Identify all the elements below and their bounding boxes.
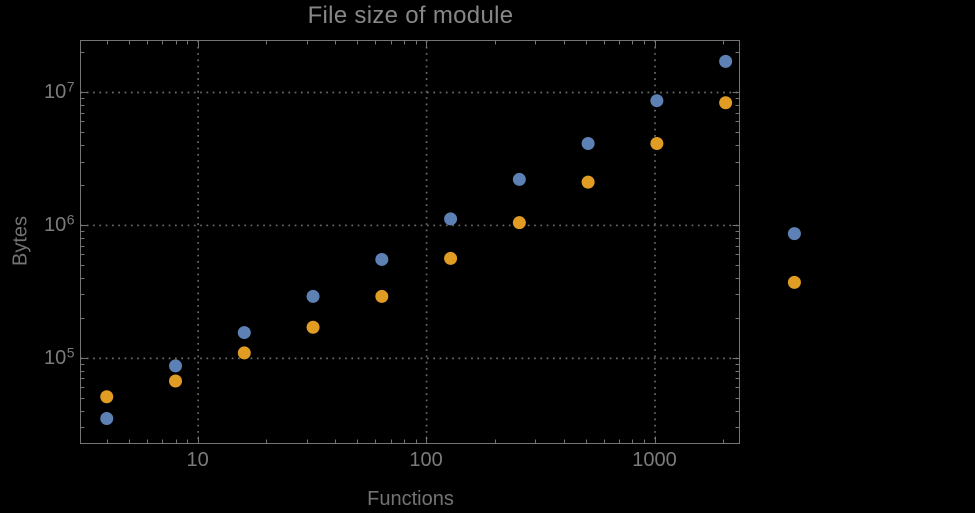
plot-title: File size of module [307, 2, 514, 29]
plot-frame [80, 40, 740, 444]
y-tick-label-10e6: 106 [43, 211, 75, 236]
x-tick-label-10: 10 [186, 449, 209, 471]
data-point-orange-series [650, 136, 664, 150]
x-tick-label-100: 100 [409, 449, 443, 471]
data-point-blue-series [306, 289, 320, 303]
data-point-blue-series [787, 227, 801, 241]
data-point-orange-series [306, 320, 320, 334]
y-tick-label-10e5: 105 [43, 344, 75, 369]
data-point-orange-series [787, 275, 801, 289]
data-point-blue-series [444, 212, 458, 226]
y-axis-label: Bytes [9, 215, 32, 267]
data-point-orange-series [444, 251, 458, 265]
data-point-orange-series [237, 346, 251, 360]
data-point-blue-series [100, 412, 114, 426]
data-point-orange-series [581, 175, 595, 189]
data-point-blue-series [375, 252, 389, 266]
data-point-blue-series [581, 136, 595, 150]
data-point-orange-series [100, 390, 114, 404]
data-point-orange-series [719, 96, 733, 110]
y-tick-label-10e7: 107 [43, 78, 75, 103]
data-point-blue-series [169, 359, 183, 373]
x-tick-label-1000: 1000 [632, 449, 677, 471]
data-point-blue-series [719, 54, 733, 68]
data-point-orange-series [512, 216, 526, 230]
x-axis-label: Functions [367, 488, 454, 510]
data-point-orange-series [169, 374, 183, 388]
data-point-orange-series [375, 289, 389, 303]
data-point-blue-series [650, 94, 664, 108]
data-point-blue-series [512, 172, 526, 186]
data-point-blue-series [237, 326, 251, 340]
